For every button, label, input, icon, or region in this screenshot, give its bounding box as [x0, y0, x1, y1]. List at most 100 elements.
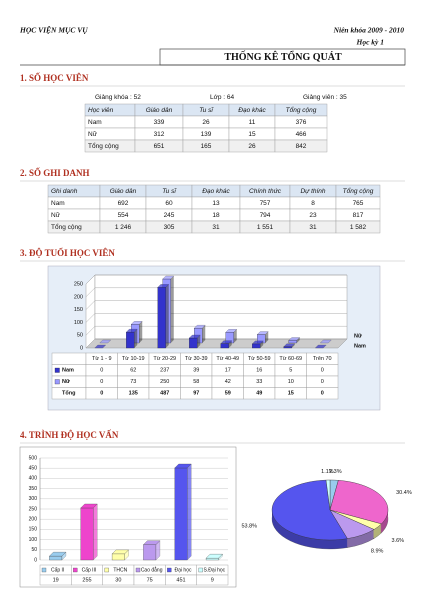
- table-text: 31: [309, 224, 317, 231]
- table-value: 0: [321, 379, 324, 385]
- table-text: 466: [296, 131, 307, 138]
- bar-side: [93, 503, 98, 561]
- table-value: 0: [321, 391, 324, 397]
- grid-line: [85, 300, 347, 310]
- x-tick-label: Từ 40-49: [216, 356, 239, 362]
- data-label: 1.1%: [321, 469, 334, 475]
- table-text: 817: [353, 212, 364, 219]
- x-tick-label: Từ 60-69: [279, 356, 302, 362]
- table-text: 11: [249, 119, 256, 126]
- table-cell: [196, 574, 229, 586]
- stat: Lớp : 64: [210, 94, 235, 101]
- table-text: 13: [212, 200, 220, 207]
- stat-label: Lớp :: [210, 94, 225, 101]
- bar: [111, 553, 125, 561]
- legend-swatch: [104, 567, 109, 573]
- column-header: Tu sĩ: [199, 107, 214, 114]
- legend-swatch: [135, 567, 141, 573]
- bar-top: [319, 339, 332, 344]
- section-heading: 1. SỐ HỌC VIÊN: [20, 73, 89, 83]
- stat-label: Giảng khóa :: [95, 94, 132, 101]
- floor: [85, 338, 348, 349]
- bar-side: [124, 549, 129, 561]
- legend-swatch: [73, 567, 78, 573]
- table-value: 10: [288, 379, 294, 385]
- stat-value: 52: [134, 94, 142, 101]
- bar: [80, 507, 94, 561]
- x-tick-label: Trên 70: [313, 356, 332, 362]
- column-header: Tu sĩ: [162, 188, 177, 195]
- bar: [49, 555, 63, 561]
- table-text: 554: [118, 212, 129, 219]
- bar-side: [228, 340, 232, 348]
- table-text: 26: [248, 143, 256, 150]
- table-text: Nam: [51, 200, 65, 207]
- table-text: 651: [154, 143, 165, 150]
- y-tick-label: 300: [29, 496, 38, 502]
- legend-swatch: [198, 567, 203, 573]
- bar-side: [218, 553, 223, 561]
- table-text: 60: [165, 200, 173, 207]
- data-label: 3.6%: [391, 538, 404, 544]
- x-tick-label: Cấp III: [82, 567, 97, 573]
- bar-top: [125, 328, 138, 333]
- table-text: 339: [154, 119, 165, 126]
- legend-swatch: [41, 567, 47, 573]
- y-tick-label: 450: [29, 466, 38, 472]
- bar: [189, 337, 198, 349]
- table-value: 19: [53, 577, 59, 583]
- bar-top: [94, 344, 107, 349]
- column-header: Chính thức: [249, 188, 282, 195]
- bar-top: [193, 325, 206, 329]
- column-header: Dự thính: [300, 188, 325, 195]
- table-text: 23: [309, 212, 317, 219]
- table-value: 0: [100, 391, 103, 397]
- table-cell: [51, 352, 87, 365]
- table-text: 26: [202, 119, 210, 126]
- column-header: Đạo khác: [238, 107, 266, 114]
- table-text: 1 246: [115, 224, 132, 231]
- bar: [157, 287, 166, 349]
- data-label: 30.4%: [396, 490, 412, 496]
- bar-top: [220, 340, 233, 344]
- data-label: 2.3%: [329, 469, 342, 475]
- column-header: Tổng cộng: [286, 106, 317, 114]
- bar: [283, 346, 292, 349]
- table-value: 59: [225, 391, 231, 397]
- bar-top: [99, 339, 112, 344]
- table-value: 135: [129, 391, 138, 397]
- column-header: Học viên: [88, 107, 114, 114]
- table-value: 237: [160, 368, 169, 374]
- table-text: 1 582: [350, 224, 367, 231]
- bar-top: [130, 321, 143, 325]
- bar-side: [197, 335, 201, 348]
- row-label: Tổng: [62, 390, 75, 397]
- bar-top: [288, 337, 301, 341]
- y-tick-label: 50: [31, 547, 37, 553]
- x-tick-label: THCN: [113, 567, 127, 573]
- table-value: 16: [256, 368, 262, 374]
- table-cell: [306, 387, 339, 400]
- legend-swatch: [54, 367, 60, 373]
- bar: [205, 558, 219, 561]
- pie-slice: [271, 479, 348, 541]
- table-text: 18: [212, 212, 220, 219]
- table-value: 33: [256, 379, 262, 385]
- bar: [174, 467, 188, 561]
- y-tick-label: 150: [74, 307, 83, 313]
- y-tick-label: 200: [74, 294, 83, 300]
- grid-line: [85, 274, 347, 285]
- column-header: Ghi danh: [51, 188, 78, 195]
- stat: Giảng viên : 35: [303, 94, 347, 101]
- table-text: 31: [212, 224, 220, 231]
- bar-side: [202, 325, 206, 343]
- bar-top: [188, 334, 201, 339]
- y-tick-label: 400: [29, 476, 38, 482]
- y-tick-label: 100: [74, 320, 83, 326]
- x-tick-label: Từ 20-29: [153, 356, 176, 362]
- table-value: 9: [211, 577, 214, 583]
- table-value: 487: [160, 391, 169, 397]
- table-text: Tổng cộng: [88, 142, 119, 150]
- table-value: 0: [100, 368, 103, 374]
- bar-side: [139, 321, 143, 343]
